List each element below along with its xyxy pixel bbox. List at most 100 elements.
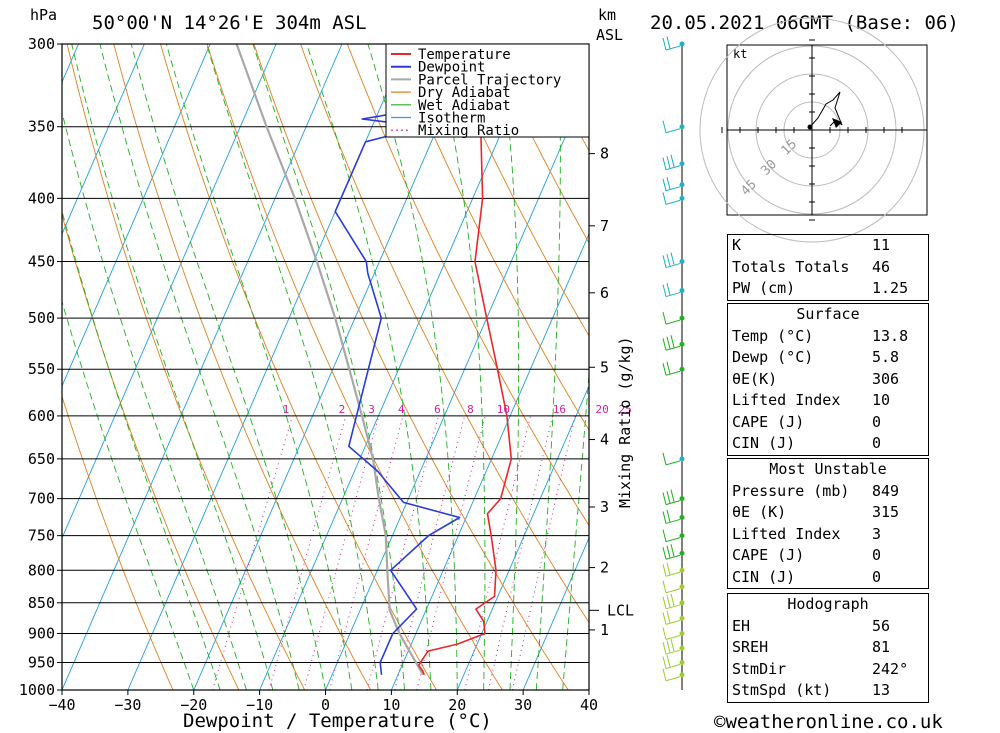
wind-level-dot (679, 584, 685, 590)
surface-title: Surface (796, 305, 860, 323)
most-unstable-value: 315 (872, 503, 900, 521)
wind-barb-feather (662, 311, 667, 325)
dry-adiabat-line (346, 44, 589, 527)
wind-barb (662, 562, 681, 577)
hodograph-stat-value: 56 (872, 616, 891, 635)
wind-barb-feather (662, 529, 667, 542)
km-tick-label: 8 (600, 145, 609, 163)
surface-row: θE(K) 306 (728, 369, 928, 391)
hodograph-unit: kt (733, 47, 747, 61)
location-title: 50°00'N 14°26'E 304m ASL (92, 12, 367, 34)
wind-barb (662, 639, 681, 655)
wind-level-dot (679, 567, 685, 573)
mixing-ratio-line (268, 415, 347, 690)
wind-barb-staff (665, 518, 681, 524)
mixing-ratio-label: 2 (339, 403, 346, 416)
legend-entry: Parcel Trajectory (418, 72, 561, 88)
surface-value: 10 (872, 391, 891, 409)
hodograph-stat-row: SREH 81 (728, 637, 928, 659)
legend-entry: Dewpoint (418, 60, 485, 76)
pressure-tick-label: 350 (28, 118, 55, 136)
wind-barb-feather (662, 564, 667, 577)
wind-level-dot (679, 615, 685, 621)
surface-label: Dewp (°C) (732, 348, 814, 366)
legend-entry: Wet Adiabat (418, 98, 511, 114)
wind-barb-feather (662, 612, 667, 625)
dry-adiabat-line (486, 44, 589, 244)
wind-barb-staff (665, 128, 681, 134)
wind-barb-feather (666, 562, 671, 575)
wind-barb-feather (670, 252, 675, 265)
wind-level-dot (679, 550, 685, 556)
wind-barb-feather (670, 335, 675, 348)
wind-level-dot (679, 630, 685, 636)
wind-barb (662, 361, 681, 376)
wind-barb-feather (662, 642, 667, 655)
indices-panel: K 11 Totals Totals 46 PW (cm) 1.25 (727, 234, 929, 301)
most-unstable-value: 3 (872, 524, 882, 543)
wet-adiabat-line (535, 44, 561, 690)
wind-level-dot (679, 672, 685, 678)
hodograph-stat-value: 81 (872, 638, 891, 656)
wet-adiabat-line (130, 44, 326, 690)
mixing-ratio-line (329, 415, 404, 690)
wind-barb-feather (666, 509, 671, 523)
x-axis-title: Dewpoint / Temperature (°C) (183, 710, 492, 732)
hodograph-stat-value: 13 (872, 681, 891, 699)
wind-barb-staff (665, 292, 681, 298)
legend-entry: Temperature (418, 47, 511, 63)
wind-barb-feather (666, 177, 671, 190)
hodograph-stat-label: StmSpd (kt) (732, 681, 832, 699)
wind-barb-feather (666, 36, 671, 49)
wind-barb (662, 452, 681, 466)
legend-entry: Mixing Ratio (418, 123, 519, 139)
wind-barb-feather (670, 489, 675, 502)
wind-barb-staff (665, 345, 681, 351)
wet-adiabat-line (165, 44, 353, 690)
surface-label: Lifted Index (732, 391, 841, 409)
mixing-ratio-label: 3 (368, 403, 375, 416)
most-unstable-row: CAPE (J) 0 (728, 545, 928, 567)
wind-level-dot (679, 366, 685, 372)
most-unstable-row: θE (K) 315 (728, 502, 928, 524)
index-value: 46 (872, 257, 891, 276)
wind-barb (662, 311, 681, 325)
wind-barb (662, 509, 681, 524)
wind-level-dot (679, 533, 685, 539)
dry-adiabat-line (62, 395, 174, 690)
wind-level-dot (679, 124, 685, 130)
date-title: 20.05.2021 06GMT (Base: 06) (650, 12, 959, 34)
isotherm-line (325, 80, 589, 690)
wind-barb (662, 177, 681, 192)
wind-level-dot (679, 645, 685, 651)
wind-barb-feather (666, 336, 671, 349)
pressure-tick-label: 900 (28, 624, 55, 642)
km-tick-label: 2 (600, 559, 609, 577)
wind-barb-feather (662, 338, 667, 351)
wind-barb-staff (665, 634, 681, 640)
isotherm-line (522, 536, 589, 690)
wind-barb-staff (665, 663, 681, 669)
wind-level-dot (679, 315, 685, 321)
most-unstable-label: Lifted Index (732, 524, 841, 543)
copyright: ©weatheronline.co.uk (714, 711, 943, 733)
mixing-ratio-label: 16 (553, 403, 566, 416)
wind-barb-feather (662, 492, 667, 505)
wind-barb-feather (662, 668, 667, 681)
temp-tick-label: 20 (448, 696, 466, 714)
most-unstable-label: Pressure (mb) (732, 481, 850, 500)
wind-barb-feather (666, 156, 671, 169)
pressure-tick-label: 450 (28, 253, 55, 271)
isotherm-line (259, 44, 541, 690)
most-unstable-value: 849 (872, 481, 900, 500)
wind-level-dot (679, 161, 685, 167)
wind-barb-feather (662, 178, 667, 191)
wind-barb (662, 192, 681, 205)
temperature-line (417, 44, 513, 676)
mixing-ratio-label: 20 (596, 403, 609, 416)
isotherm-line (456, 384, 589, 690)
isotherm-line (390, 232, 589, 690)
wet-adiabat-line (62, 110, 247, 690)
wet-adiabat-line (498, 44, 520, 690)
wind-barb-feather (670, 639, 675, 652)
